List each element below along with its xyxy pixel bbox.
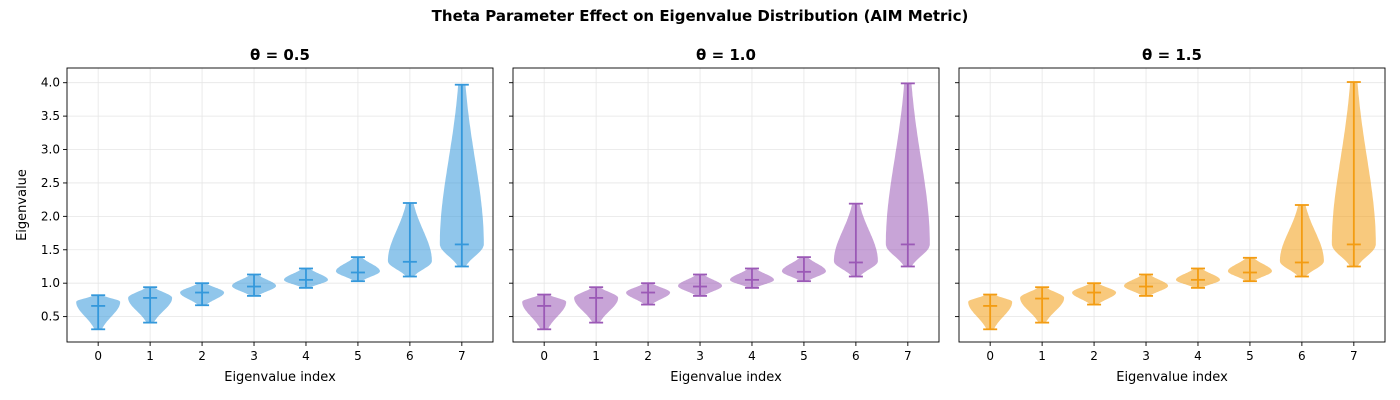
- violin-6: [1279, 204, 1324, 278]
- panel-2: 0 1 2 3 4 5 6 7 θ = 1.5 Eigenvalue index: [955, 46, 1386, 385]
- violin-5: [335, 256, 380, 283]
- y-tick-label: 3.5: [41, 109, 60, 123]
- violin-4: [1176, 267, 1220, 289]
- violin-6: [833, 202, 878, 278]
- violin-0: [968, 293, 1013, 331]
- x-tick-label: 1: [592, 349, 600, 363]
- panels: 0 1 2 3 4 5 6 7 0.5 1.0 1.5 2.0 2.5 3.0 3.5 4.0 θ = 0.5 E…: [15, 46, 1386, 385]
- x-tick-label: 3: [1142, 349, 1150, 363]
- violin-5: [1227, 256, 1272, 283]
- grid: [959, 68, 1385, 342]
- x-tick-label: 6: [852, 349, 860, 363]
- violin-0: [76, 294, 121, 331]
- violin-7: [439, 83, 484, 268]
- y-tick-label: 0.5: [41, 310, 60, 324]
- x-tick-label: 2: [1090, 349, 1098, 363]
- violin-2: [180, 282, 225, 307]
- violin-0: [522, 293, 567, 331]
- x-tick-label: 0: [540, 349, 548, 363]
- x-axis-label: Eigenvalue index: [670, 370, 782, 385]
- violin-3: [1124, 273, 1168, 297]
- y-axis-label: Eigenvalue: [15, 169, 30, 241]
- figure-title: Theta Parameter Effect on Eigenvalue Dis…: [432, 7, 969, 25]
- x-tick-label: 2: [198, 349, 206, 363]
- x-tick-label: 0: [94, 349, 102, 363]
- violin-4: [730, 267, 774, 289]
- violin-6: [387, 202, 432, 278]
- x-tick-label: 4: [302, 349, 310, 363]
- x-tick-label: 7: [1350, 349, 1358, 363]
- x-tick-label: 3: [250, 349, 258, 363]
- grid: [67, 68, 493, 342]
- panel-1: 0 1 2 3 4 5 6 7 θ = 1.0 Eigenvalue index: [509, 46, 940, 385]
- x-tick-label: 7: [458, 349, 466, 363]
- y-tick-label: 2.5: [41, 176, 60, 190]
- panel-title: θ = 0.5: [250, 46, 310, 64]
- x-axis-label: Eigenvalue index: [224, 370, 336, 385]
- violin-4: [284, 267, 328, 289]
- x-tick-label: 5: [354, 349, 362, 363]
- plot-frame: [512, 67, 940, 343]
- violin-1: [128, 286, 173, 324]
- x-axis-label: Eigenvalue index: [1116, 370, 1228, 385]
- y-tick-label: 4.0: [41, 76, 60, 90]
- violin-2: [1072, 282, 1117, 306]
- y-tick-label: 3.0: [41, 143, 60, 157]
- x-tick-label: 4: [748, 349, 756, 363]
- x-tick-label: 1: [146, 349, 154, 363]
- panel-title: θ = 1.5: [1142, 46, 1202, 64]
- x-tick-label: 6: [406, 349, 414, 363]
- x-tick-label: 2: [644, 349, 652, 363]
- violin-1: [1020, 286, 1065, 324]
- violin-5: [781, 256, 826, 283]
- x-tick-label: 3: [696, 349, 704, 363]
- x-tick-label: 5: [1246, 349, 1254, 363]
- plot-frame: [958, 67, 1386, 343]
- x-tick-label: 6: [1298, 349, 1306, 363]
- y-tick-label: 1.0: [41, 276, 60, 290]
- violin-2: [626, 282, 671, 306]
- plot-frame: [66, 67, 494, 343]
- x-tick-label: 0: [986, 349, 994, 363]
- violin-7: [885, 82, 930, 268]
- x-tick-label: 5: [800, 349, 808, 363]
- violin-3: [232, 273, 276, 297]
- violin-7: [1331, 81, 1376, 268]
- y-tick-label: 2.0: [41, 209, 60, 223]
- violin-1: [574, 286, 619, 324]
- x-tick-label: 1: [1038, 349, 1046, 363]
- panel-title: θ = 1.0: [696, 46, 756, 64]
- panel-0: 0 1 2 3 4 5 6 7 0.5 1.0 1.5 2.0 2.5 3.0 3.5 4.0 θ = 0.5 E…: [15, 46, 494, 385]
- violin-3: [678, 273, 722, 297]
- y-tick-label: 1.5: [41, 243, 60, 257]
- x-tick-label: 7: [904, 349, 912, 363]
- x-tick-label: 4: [1194, 349, 1202, 363]
- grid: [513, 68, 939, 342]
